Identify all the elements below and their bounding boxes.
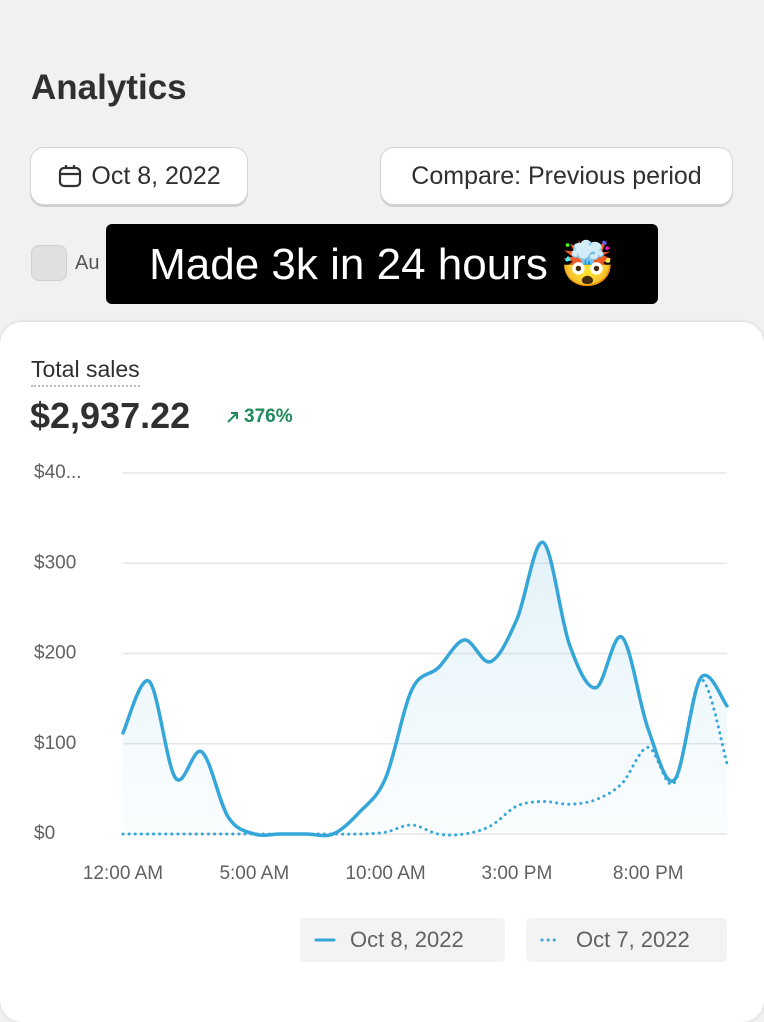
y-tick-label: $300 xyxy=(34,552,76,573)
arrow-icon xyxy=(227,412,238,423)
page: Analytics Oct 8, 2022 Compare: Previous … xyxy=(0,68,764,1022)
x-tick-label: 10:00 AM xyxy=(345,863,425,884)
chart: $0 $100 $200 $300 $40... 12:00 AM 5:00 AM 10:00… xyxy=(34,462,729,962)
checkbox[interactable] xyxy=(31,245,67,281)
legend-label: Oct 8, 2022 xyxy=(350,927,464,952)
total: $2,937.22 xyxy=(30,395,191,436)
y-tick-label: $0 xyxy=(34,823,55,844)
date-label: Oct 8, 2022 xyxy=(91,161,221,190)
x-tick-label: 12:00 AM xyxy=(83,863,163,884)
x-tick-label: 3:00 PM xyxy=(482,863,553,884)
line xyxy=(121,540,729,838)
compare-button[interactable]: Compare: Previous period xyxy=(380,147,733,205)
compare-label: Compare: Previous period xyxy=(411,161,702,190)
y-tick-label: $200 xyxy=(34,643,76,664)
legend-item xyxy=(300,918,505,962)
checkbox-label: Au xyxy=(75,252,100,274)
calendar-icon xyxy=(59,165,82,188)
caption: Made 3k in 24 hours 🤯 xyxy=(106,224,658,304)
legend-item xyxy=(526,918,727,962)
date-button[interactable]: Oct 8, 2022 xyxy=(30,147,248,205)
line xyxy=(121,678,729,837)
area xyxy=(123,542,727,836)
x-tick-label: 5:00 AM xyxy=(219,863,289,884)
y-tick-label: $100 xyxy=(34,733,76,754)
card-title: Total sales xyxy=(31,356,140,387)
change: 376% xyxy=(226,406,293,428)
change-value: 376% xyxy=(244,406,293,427)
y-tick-label: $40... xyxy=(34,462,82,483)
legend-label: Oct 7, 2022 xyxy=(576,927,690,952)
x-tick-label: 8:00 PM xyxy=(613,863,684,884)
card xyxy=(0,322,764,1022)
page-title: Analytics xyxy=(31,68,187,107)
